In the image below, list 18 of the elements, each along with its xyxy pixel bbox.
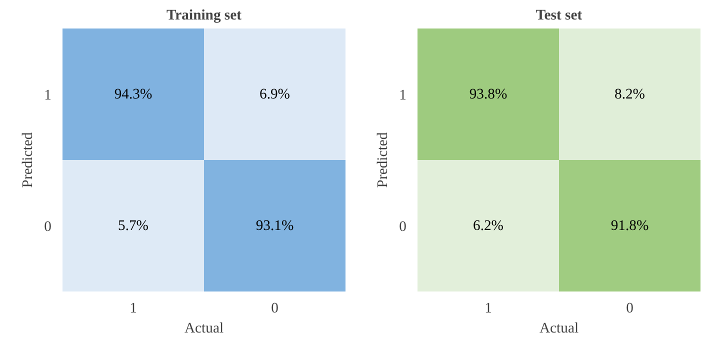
data-label: 8.2% xyxy=(614,86,646,102)
data-label: 91.8% xyxy=(610,218,649,234)
x-axis-title: Actual xyxy=(539,320,579,336)
data-label: 5.7% xyxy=(118,218,149,234)
data-label: 93.8% xyxy=(469,86,508,102)
chart-title: Test set xyxy=(536,8,582,24)
chart-title: Training set xyxy=(166,8,242,24)
x-tick-label: 0 xyxy=(271,300,278,316)
data-label: 94.3% xyxy=(114,86,152,102)
data-label: 6.9% xyxy=(259,86,290,102)
x-axis-title: Actual xyxy=(184,320,224,336)
y-axis-title: Predicted xyxy=(375,132,392,188)
x-tick-label: 1 xyxy=(484,300,492,316)
y-axis-title: Predicted xyxy=(20,132,36,188)
data-label: 6.2% xyxy=(472,218,504,234)
x-tick-label: 1 xyxy=(130,300,137,316)
x-tick-label: 0 xyxy=(626,300,634,316)
data-label: 93.1% xyxy=(256,218,294,234)
